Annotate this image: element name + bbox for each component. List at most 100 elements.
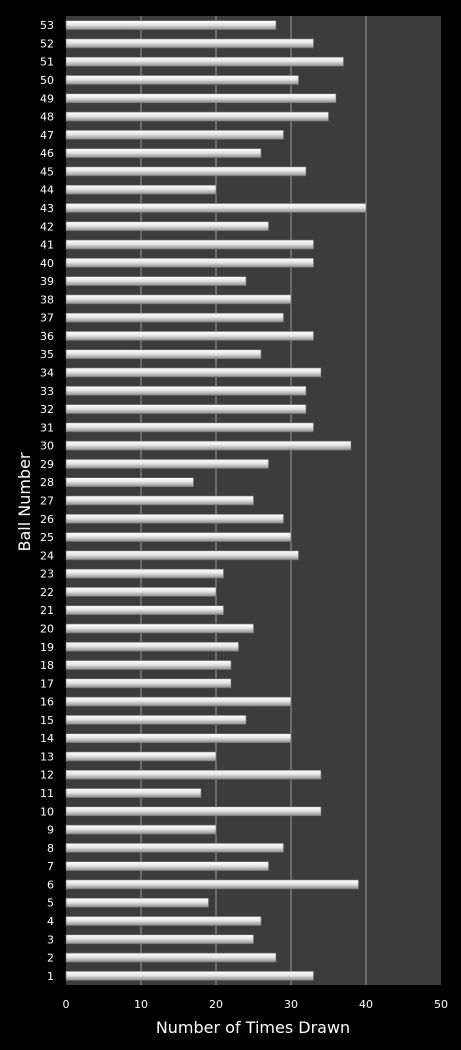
bar-48 xyxy=(65,111,329,122)
y-tick-label: 41 xyxy=(40,239,54,252)
y-tick-label: 2 xyxy=(47,952,54,965)
bar-12 xyxy=(65,769,322,780)
bar-19 xyxy=(65,641,239,652)
y-tick-label: 15 xyxy=(40,714,54,727)
x-tick-label: 20 xyxy=(209,998,223,1011)
bar-41 xyxy=(65,239,314,250)
bar-49 xyxy=(65,93,337,104)
bar-52 xyxy=(65,38,314,49)
bar-8 xyxy=(65,843,284,853)
bar-33 xyxy=(65,386,307,396)
y-tick-label: 50 xyxy=(40,74,54,87)
y-tick-label: 24 xyxy=(40,549,54,562)
bar-21 xyxy=(65,605,224,615)
y-tick-label: 48 xyxy=(40,111,54,124)
bar-15 xyxy=(65,715,247,725)
y-tick-label: 5 xyxy=(47,897,54,910)
bar-11 xyxy=(65,788,202,798)
y-tick-label: 29 xyxy=(40,458,54,471)
y-tick-label: 8 xyxy=(47,842,54,855)
y-tick-label: 40 xyxy=(40,257,54,270)
y-tick-label: 30 xyxy=(40,440,54,453)
x-tick-label: 0 xyxy=(63,998,70,1011)
y-tick-label: 51 xyxy=(40,56,54,69)
y-tick-label: 36 xyxy=(40,330,54,343)
bar-2 xyxy=(65,952,277,963)
y-tick-label: 37 xyxy=(40,312,54,325)
y-tick-label: 42 xyxy=(40,220,54,233)
y-tick-label: 19 xyxy=(40,641,54,654)
y-tick-label: 6 xyxy=(47,878,54,891)
bar-13 xyxy=(65,751,217,762)
bar-47 xyxy=(65,130,284,140)
bar-27 xyxy=(65,495,254,506)
bar-20 xyxy=(65,623,254,634)
bar-43 xyxy=(65,203,367,213)
y-tick-label: 14 xyxy=(40,732,54,745)
bar-42 xyxy=(65,221,269,232)
bar-1 xyxy=(65,971,314,981)
y-tick-label: 25 xyxy=(40,531,54,544)
bar-16 xyxy=(65,696,292,707)
bar-29 xyxy=(65,459,269,469)
bar-51 xyxy=(65,56,344,67)
y-tick-label: 20 xyxy=(40,622,54,635)
y-tick-label: 38 xyxy=(40,293,54,306)
y-tick-label: 32 xyxy=(40,403,54,416)
bar-22 xyxy=(65,587,217,597)
y-tick-label: 12 xyxy=(40,769,54,782)
bar-37 xyxy=(65,312,284,323)
bar-44 xyxy=(65,184,217,195)
y-tick-label: 46 xyxy=(40,147,54,160)
x-tick-label: 30 xyxy=(284,998,298,1011)
bar-53 xyxy=(65,20,277,30)
bar-24 xyxy=(65,550,299,561)
y-tick-label: 39 xyxy=(40,275,54,288)
bar-4 xyxy=(65,916,262,926)
bar-34 xyxy=(65,367,322,378)
y-tick-label: 53 xyxy=(40,19,54,32)
bar-30 xyxy=(65,440,352,451)
bar-31 xyxy=(65,422,314,433)
y-tick-label: 43 xyxy=(40,202,54,215)
y-tick-label: 16 xyxy=(40,696,54,709)
y-tick-label: 22 xyxy=(40,586,54,599)
bar-36 xyxy=(65,331,314,341)
bar-50 xyxy=(65,75,299,85)
bar-7 xyxy=(65,861,269,871)
y-tick-label: 21 xyxy=(40,604,54,617)
x-tick-label: 10 xyxy=(134,998,148,1011)
y-tick-label: 45 xyxy=(40,165,54,178)
y-tick-label: 11 xyxy=(40,787,54,800)
bar-46 xyxy=(65,148,262,158)
bars xyxy=(65,20,367,981)
y-tick-label: 31 xyxy=(40,421,54,434)
y-tick-label: 23 xyxy=(40,568,54,581)
bar-6 xyxy=(65,879,359,890)
y-axis-title: Ball Number xyxy=(15,452,34,551)
bar-40 xyxy=(65,258,314,268)
bar-18 xyxy=(65,660,232,670)
y-tick-label: 26 xyxy=(40,513,54,526)
bar-3 xyxy=(65,934,254,945)
y-tick-label: 28 xyxy=(40,476,54,489)
bar-45 xyxy=(65,166,307,177)
y-tick-label: 35 xyxy=(40,348,54,361)
x-tick-label: 50 xyxy=(434,998,448,1011)
y-tick-label: 44 xyxy=(40,184,54,197)
bar-26 xyxy=(65,513,284,524)
x-tick-labels: 0 10 20 30 40 50 xyxy=(63,998,449,1011)
bar-32 xyxy=(65,404,307,414)
y-tick-label: 17 xyxy=(40,677,54,690)
y-tick-label: 3 xyxy=(47,933,54,946)
bar-5 xyxy=(65,897,209,908)
x-axis-title: Number of Times Drawn xyxy=(156,1018,350,1037)
bar-28 xyxy=(65,477,194,488)
y-tick-label: 9 xyxy=(47,824,54,837)
bar-14 xyxy=(65,733,292,743)
bar-38 xyxy=(65,294,292,305)
y-tick-label: 33 xyxy=(40,385,54,398)
bar-23 xyxy=(65,568,224,579)
bar-10 xyxy=(65,806,322,817)
